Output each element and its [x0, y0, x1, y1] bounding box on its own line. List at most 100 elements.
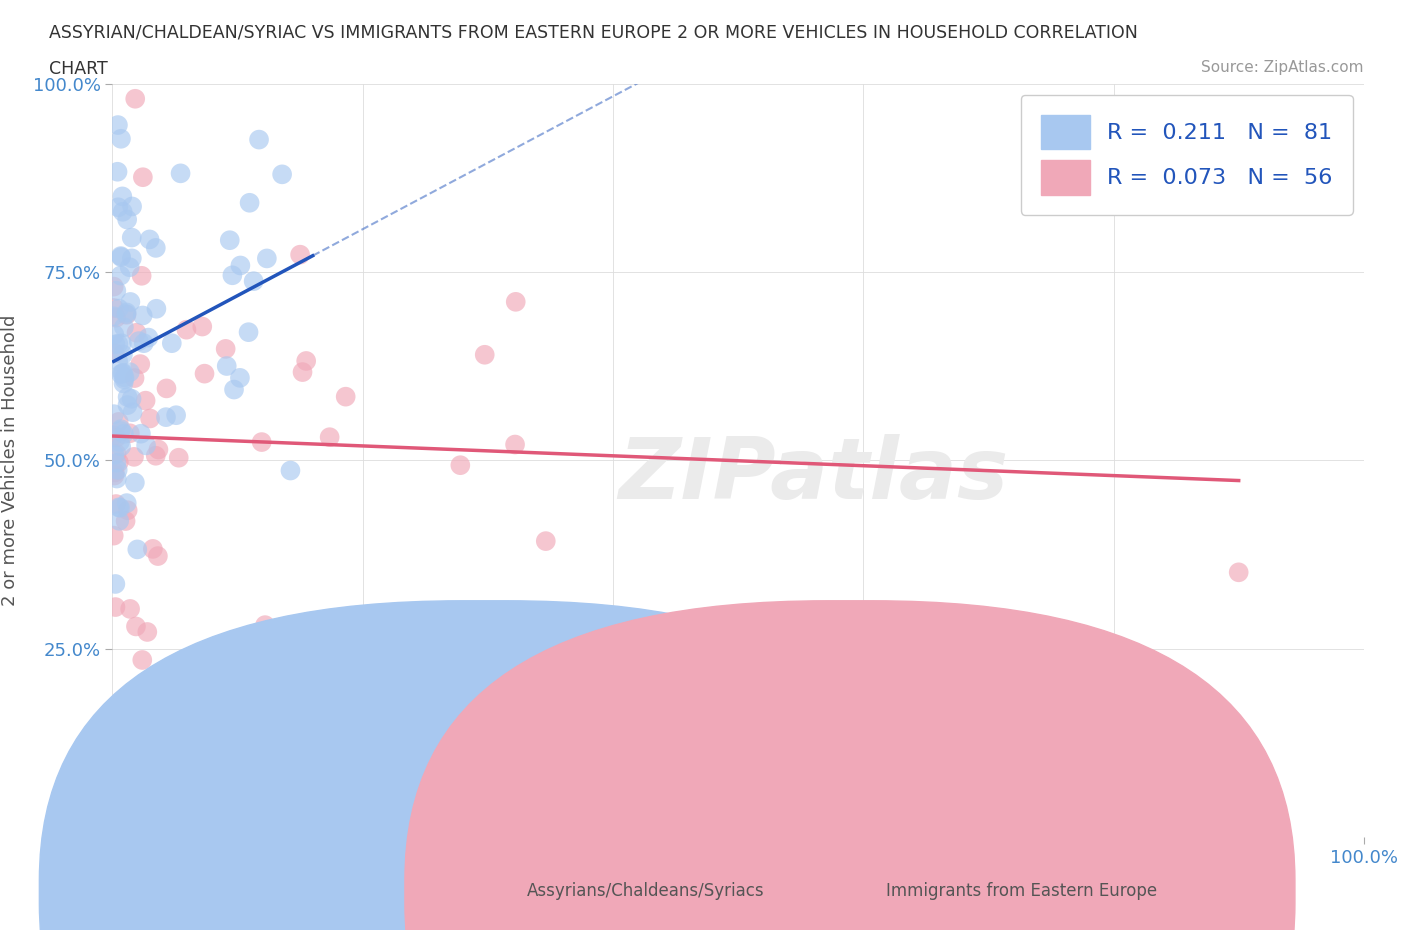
Point	[254, 618, 277, 632]
Point	[335, 390, 357, 405]
Point	[145, 301, 167, 316]
Point	[103, 279, 125, 294]
Point	[107, 200, 129, 215]
Point	[146, 549, 169, 564]
Point	[474, 347, 496, 362]
Point	[121, 251, 143, 266]
Point	[107, 165, 129, 179]
Point	[193, 366, 215, 381]
Point	[242, 273, 264, 288]
Point	[131, 653, 153, 668]
Point	[110, 366, 132, 381]
Point	[121, 405, 143, 419]
Legend: R =  0.211   N =  81, R =  0.073   N =  56: R = 0.211 N = 81, R = 0.073 N = 56	[1021, 95, 1353, 215]
Point	[103, 309, 125, 324]
Point	[107, 462, 129, 477]
Point	[107, 117, 129, 132]
Point	[110, 421, 132, 436]
Point	[111, 336, 134, 351]
Point	[115, 305, 138, 320]
Point	[238, 325, 260, 339]
Point	[534, 534, 557, 549]
Point	[135, 438, 157, 453]
Point	[221, 268, 243, 283]
Point	[222, 382, 245, 397]
Point	[114, 513, 136, 528]
Point	[129, 356, 152, 371]
Point	[103, 528, 125, 543]
Point	[114, 370, 136, 385]
Point	[104, 577, 127, 591]
Point	[191, 319, 214, 334]
Point	[105, 497, 128, 512]
Point	[135, 393, 157, 408]
Point	[1227, 565, 1250, 579]
Text: ZIPatlas: ZIPatlas	[619, 434, 1008, 517]
Point	[120, 295, 142, 310]
Point	[103, 468, 125, 483]
Point	[115, 307, 138, 322]
Point	[111, 365, 134, 380]
Point	[295, 353, 318, 368]
Point	[118, 426, 141, 441]
Point	[110, 268, 132, 283]
Point	[115, 307, 138, 322]
Point	[107, 337, 129, 352]
Point	[229, 370, 252, 385]
Point	[132, 336, 155, 351]
Point	[139, 411, 162, 426]
Point	[104, 600, 127, 615]
Point	[271, 166, 294, 181]
Text: Assyrians/Chaldeans/Syriacs: Assyrians/Chaldeans/Syriacs	[527, 882, 765, 900]
Point	[107, 353, 129, 368]
Point	[136, 625, 159, 640]
Point	[247, 132, 270, 147]
Point	[291, 365, 314, 379]
Point	[112, 376, 135, 391]
Point	[112, 427, 135, 442]
Point	[449, 458, 471, 472]
Point	[250, 434, 273, 449]
Text: CHART: CHART	[49, 60, 108, 78]
Point	[112, 320, 135, 335]
Point	[155, 410, 177, 425]
Point	[132, 170, 155, 185]
Point	[120, 602, 142, 617]
Point	[138, 330, 160, 345]
Point	[118, 365, 141, 379]
Point	[503, 437, 526, 452]
Point	[155, 381, 177, 396]
Point	[131, 308, 153, 323]
Point	[318, 430, 340, 445]
Point	[110, 131, 132, 146]
Point	[165, 407, 187, 422]
Point	[128, 334, 150, 349]
Point	[104, 346, 127, 361]
Point	[121, 392, 143, 406]
Point	[105, 431, 128, 445]
Point	[111, 347, 134, 362]
Point	[107, 415, 129, 430]
Point	[138, 232, 160, 246]
Point	[115, 496, 138, 511]
Point	[105, 284, 128, 299]
Text: Immigrants from Eastern Europe: Immigrants from Eastern Europe	[886, 882, 1157, 900]
Point	[124, 475, 146, 490]
Point	[112, 372, 135, 387]
Point	[115, 212, 138, 227]
Point	[107, 500, 129, 515]
Point	[505, 295, 527, 310]
Text: Source: ZipAtlas.com: Source: ZipAtlas.com	[1201, 60, 1364, 75]
Point	[218, 232, 240, 247]
Point	[111, 189, 134, 204]
Point	[280, 463, 302, 478]
Point	[288, 247, 311, 262]
Point	[167, 450, 190, 465]
Point	[142, 541, 165, 556]
Point	[108, 434, 131, 449]
Point	[121, 199, 143, 214]
Point	[110, 439, 132, 454]
Point	[117, 503, 139, 518]
Point	[110, 249, 132, 264]
Point	[105, 311, 128, 325]
